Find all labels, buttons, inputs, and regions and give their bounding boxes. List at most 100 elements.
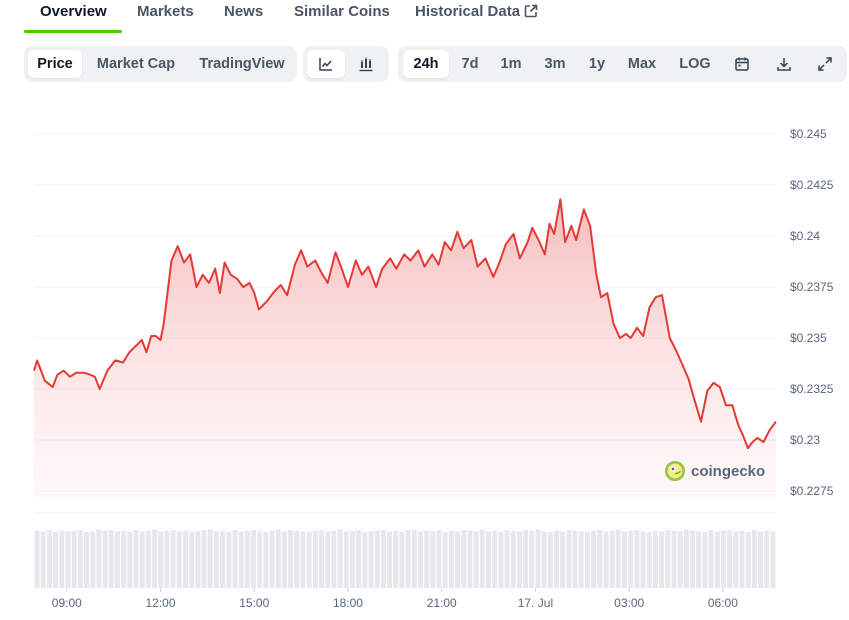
volume-bar bbox=[108, 530, 114, 588]
price-button[interactable]: Price bbox=[28, 50, 82, 78]
volume-bar bbox=[430, 531, 436, 588]
volume-bar bbox=[578, 531, 584, 588]
range-max-button[interactable]: Max bbox=[627, 56, 657, 72]
volume-bar bbox=[696, 531, 702, 588]
range-24h-button[interactable]: 24h bbox=[403, 50, 449, 78]
volume-bar bbox=[158, 531, 164, 588]
volume-bar bbox=[65, 531, 71, 588]
download-icon bbox=[777, 58, 791, 71]
volume-bar bbox=[84, 531, 90, 588]
calendar-icon bbox=[735, 57, 749, 71]
candlestick-chart-button[interactable] bbox=[347, 50, 385, 78]
volume-bar bbox=[603, 531, 609, 588]
volume-bar bbox=[498, 531, 504, 588]
volume-bar bbox=[652, 530, 658, 588]
volume-bar bbox=[405, 530, 411, 588]
range-1m-button[interactable]: 1m bbox=[500, 56, 522, 72]
volume-bar bbox=[350, 530, 355, 588]
volume-bar bbox=[164, 530, 170, 588]
volume-bar bbox=[34, 530, 40, 588]
expand-icon bbox=[818, 57, 832, 71]
fullscreen-button[interactable] bbox=[809, 50, 841, 78]
volume-bar bbox=[374, 530, 380, 588]
download-button[interactable] bbox=[768, 50, 800, 78]
tab-news[interactable]: News bbox=[224, 3, 264, 20]
volume-bar bbox=[622, 531, 627, 588]
volume-bar bbox=[176, 531, 182, 588]
log-scale-button[interactable]: LOG bbox=[679, 56, 711, 72]
volume-bar bbox=[53, 531, 59, 588]
external-link-icon bbox=[524, 4, 538, 22]
volume-bar bbox=[77, 530, 83, 588]
volume-bar bbox=[690, 530, 695, 588]
volume-bar bbox=[269, 530, 275, 588]
volume-bar bbox=[677, 531, 683, 588]
range-7d-button[interactable]: 7d bbox=[461, 56, 479, 72]
volume-bar bbox=[671, 530, 677, 588]
volume-bar bbox=[238, 531, 244, 588]
price-line[interactable] bbox=[33, 198, 777, 450]
volume-bar bbox=[244, 530, 250, 588]
volume-bar bbox=[183, 530, 188, 588]
y-tick-label: $0.2325 bbox=[790, 382, 834, 396]
volume-bar bbox=[665, 530, 671, 588]
volume-bar bbox=[356, 530, 362, 588]
volume-bar bbox=[195, 531, 201, 588]
volume-bar bbox=[770, 531, 776, 588]
volume-bar bbox=[560, 531, 566, 588]
volume-bar bbox=[59, 530, 65, 588]
volume-bar bbox=[121, 530, 127, 588]
volume-bar bbox=[572, 530, 578, 588]
volume-bar bbox=[399, 531, 405, 588]
volume-bar bbox=[411, 529, 417, 588]
volume-bar bbox=[597, 530, 603, 588]
volume-bar bbox=[492, 530, 498, 588]
volume-bar bbox=[473, 531, 479, 588]
tradingview-button[interactable]: TradingView bbox=[199, 56, 285, 72]
volume-bar bbox=[127, 531, 133, 588]
volume-bar bbox=[424, 530, 430, 588]
tab-similar-coins[interactable]: Similar Coins bbox=[294, 3, 390, 20]
volume-bar bbox=[418, 531, 423, 588]
market-cap-button[interactable]: Market Cap bbox=[96, 56, 176, 72]
y-tick-label: $0.23 bbox=[790, 433, 820, 447]
volume-bar bbox=[47, 530, 52, 588]
volume-bar bbox=[609, 530, 615, 588]
volume-bar bbox=[529, 530, 535, 588]
volume-bar bbox=[455, 531, 461, 588]
volume-bar bbox=[281, 531, 287, 588]
range-1y-button[interactable]: 1y bbox=[588, 56, 606, 72]
y-tick-label: $0.2375 bbox=[790, 280, 834, 294]
range-3m-button[interactable]: 3m bbox=[544, 56, 566, 72]
coingecko-watermark: coingecko bbox=[664, 459, 765, 483]
coingecko-logo-icon bbox=[665, 461, 685, 481]
price-chart: $0.245 $0.2425 $0.24 $0.2375 $0.235 $0.2325 $0… bbox=[33, 127, 834, 610]
x-tick-label: 12:00 bbox=[146, 596, 176, 610]
volume-bar bbox=[263, 531, 269, 588]
tab-overview[interactable]: Overview bbox=[40, 3, 107, 20]
volume-bar bbox=[40, 531, 46, 588]
tab-markets[interactable]: Markets bbox=[137, 3, 194, 20]
x-tick-label: 06:00 bbox=[708, 596, 738, 610]
volume-bar bbox=[467, 530, 473, 588]
volume-bar bbox=[139, 531, 145, 588]
volume-bar bbox=[207, 529, 213, 588]
volume-bar bbox=[646, 531, 652, 588]
y-tick-label: $0.235 bbox=[790, 331, 827, 345]
volume-bar bbox=[535, 529, 541, 588]
y-tick-label: $0.24 bbox=[790, 229, 820, 243]
volume-bar bbox=[189, 531, 195, 588]
volume-bar bbox=[393, 530, 399, 588]
calendar-button[interactable] bbox=[726, 50, 758, 78]
volume-bar bbox=[739, 530, 745, 588]
tab-historical-data[interactable]: Historical Data bbox=[415, 3, 538, 22]
volume-bar bbox=[251, 530, 256, 588]
y-tick-label: $0.2425 bbox=[790, 178, 834, 192]
volume-bar bbox=[71, 530, 77, 588]
volume-bar bbox=[337, 529, 343, 588]
volume-bar bbox=[300, 531, 306, 588]
chart-view-toggle bbox=[303, 46, 389, 82]
volume-bar bbox=[343, 531, 349, 588]
volume-bar bbox=[727, 530, 733, 588]
line-chart-button[interactable] bbox=[307, 50, 345, 78]
